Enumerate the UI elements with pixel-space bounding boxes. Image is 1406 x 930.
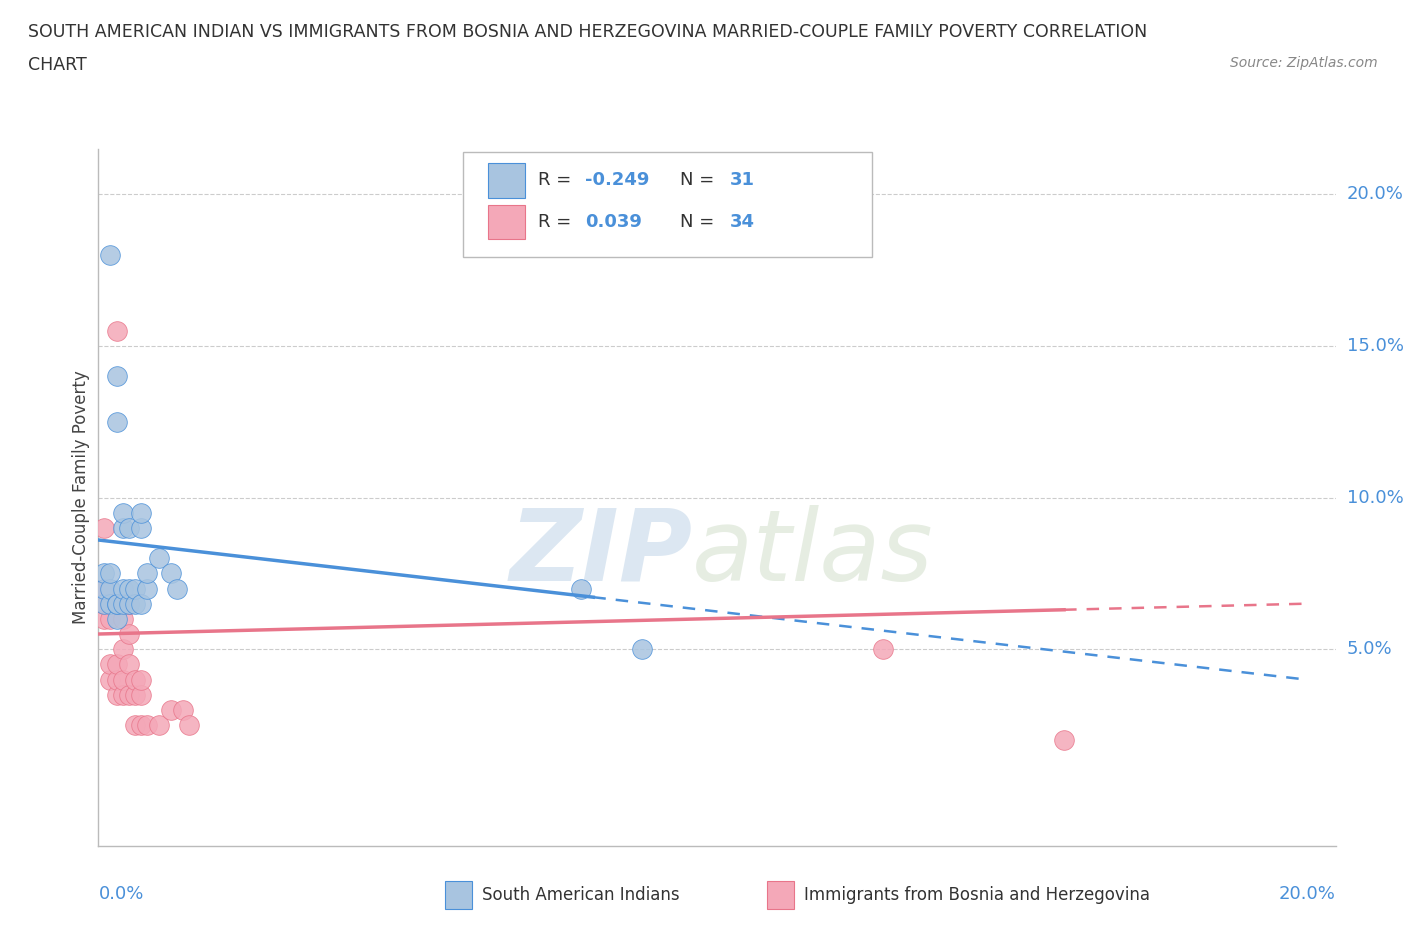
Point (129, 596, 152, 611)
Point (93, 581, 115, 596)
Point (111, 581, 134, 596)
Point (105, 611, 128, 626)
Point (111, 521, 134, 536)
Text: 0.039: 0.039 (585, 213, 641, 231)
Point (93, 566, 115, 581)
Text: 31: 31 (730, 171, 755, 189)
Text: ZIP: ZIP (509, 505, 692, 602)
Point (111, 672, 134, 687)
Point (124, 672, 146, 687)
Point (129, 521, 152, 536)
Point (93, 596, 115, 611)
Point (100, 566, 122, 581)
FancyBboxPatch shape (766, 882, 794, 910)
Point (117, 687, 139, 702)
Text: atlas: atlas (692, 505, 934, 602)
Text: 15.0%: 15.0% (1347, 337, 1403, 355)
Point (148, 551, 170, 565)
Point (129, 672, 152, 687)
FancyBboxPatch shape (464, 153, 872, 257)
Point (93, 611, 115, 626)
Point (117, 657, 139, 671)
Point (117, 596, 139, 611)
Text: 20.0%: 20.0% (1347, 185, 1403, 204)
Point (135, 581, 157, 596)
Text: N =: N = (681, 213, 720, 231)
Point (111, 505, 134, 520)
Point (124, 718, 146, 733)
FancyBboxPatch shape (444, 882, 472, 910)
Point (93, 581, 115, 596)
Point (100, 581, 122, 596)
Text: 34: 34 (730, 213, 755, 231)
Point (124, 687, 146, 702)
Point (100, 657, 122, 671)
Point (129, 505, 152, 520)
Text: Immigrants from Bosnia and Herzegovina: Immigrants from Bosnia and Herzegovina (804, 886, 1150, 904)
Point (111, 596, 134, 611)
Point (135, 566, 157, 581)
Point (160, 702, 183, 717)
Text: -0.249: -0.249 (585, 171, 650, 189)
Point (177, 718, 200, 733)
Text: 0.0%: 0.0% (98, 885, 143, 903)
Point (630, 642, 652, 657)
Point (100, 596, 122, 611)
Point (117, 596, 139, 611)
Point (111, 687, 134, 702)
Point (129, 718, 152, 733)
FancyBboxPatch shape (488, 163, 526, 198)
Text: R =: R = (537, 171, 576, 189)
Point (117, 627, 139, 642)
Text: 10.0%: 10.0% (1347, 488, 1403, 507)
FancyBboxPatch shape (488, 205, 526, 240)
Point (105, 414, 128, 429)
Point (172, 702, 194, 717)
Text: Source: ZipAtlas.com: Source: ZipAtlas.com (1230, 56, 1378, 70)
Point (100, 596, 122, 611)
Text: N =: N = (681, 171, 720, 189)
Point (135, 718, 157, 733)
Point (1053, 733, 1076, 748)
Point (105, 369, 128, 384)
Text: South American Indians: South American Indians (482, 886, 679, 904)
Point (105, 657, 128, 671)
Point (105, 672, 128, 687)
Y-axis label: Married-Couple Family Poverty: Married-Couple Family Poverty (72, 371, 90, 624)
Point (111, 642, 134, 657)
Point (124, 581, 146, 596)
Point (117, 581, 139, 596)
Point (100, 247, 122, 262)
Point (100, 611, 122, 626)
Point (166, 581, 188, 596)
Point (111, 596, 134, 611)
Text: SOUTH AMERICAN INDIAN VS IMMIGRANTS FROM BOSNIA AND HERZEGOVINA MARRIED-COUPLE F: SOUTH AMERICAN INDIAN VS IMMIGRANTS FROM… (28, 23, 1147, 41)
Point (569, 581, 592, 596)
Point (100, 672, 122, 687)
Text: R =: R = (537, 213, 576, 231)
Point (129, 687, 152, 702)
Point (872, 642, 894, 657)
Point (93, 596, 115, 611)
Point (105, 596, 128, 611)
Point (124, 596, 146, 611)
Point (105, 324, 128, 339)
Point (105, 687, 128, 702)
Text: 5.0%: 5.0% (1347, 640, 1392, 658)
Point (105, 596, 128, 611)
Point (160, 566, 183, 581)
Text: CHART: CHART (28, 56, 87, 73)
Point (93, 521, 115, 536)
Point (148, 718, 170, 733)
Point (117, 521, 139, 536)
Point (111, 611, 134, 626)
Text: 20.0%: 20.0% (1279, 885, 1336, 903)
